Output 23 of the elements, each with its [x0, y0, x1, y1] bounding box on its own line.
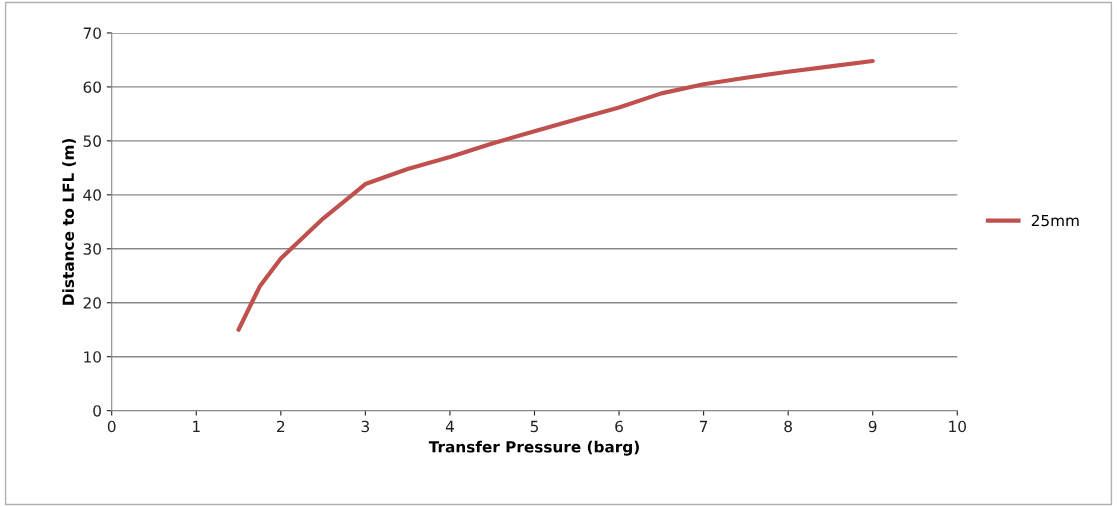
y-tick-label: 30 [83, 243, 101, 255]
y-axis-title: Distance to LFL (m) [62, 138, 76, 305]
x-tick-label: 8 [784, 420, 792, 433]
x-tick-label: 1 [193, 420, 200, 432]
y-tick-label: 40 [83, 189, 101, 201]
x-tick-label: 2 [277, 420, 285, 432]
y-tick-label: 70 [83, 27, 101, 39]
line-series [236, 58, 875, 332]
x-tick-label: 0 [107, 420, 116, 433]
x-tick-label: 9 [868, 420, 877, 433]
y-tick-label: 10 [84, 351, 101, 363]
x-tick-label: 7 [699, 420, 708, 432]
y-tick-label: 60 [83, 81, 101, 93]
x-axis-title: Transfer Pressure (barg) [428, 440, 639, 456]
x-tick-label: 3 [361, 420, 370, 433]
x-tick-label: 10 [949, 420, 966, 433]
legend-label: 25mm [1031, 214, 1079, 227]
x-tick-label: 6 [615, 420, 623, 433]
x-tick-label: 4 [445, 420, 454, 432]
y-tick-label: 0 [93, 405, 101, 417]
y-tick-label: 50 [83, 135, 101, 147]
y-tick-label: 20 [83, 297, 101, 309]
x-tick-label: 5 [530, 420, 539, 433]
